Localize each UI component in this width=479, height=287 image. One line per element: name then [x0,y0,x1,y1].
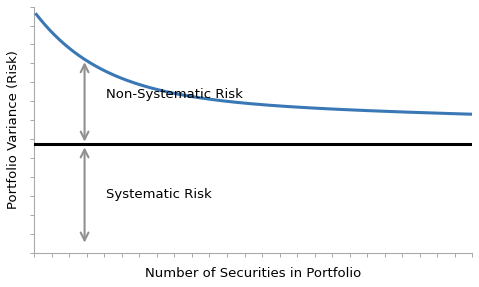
X-axis label: Number of Securities in Portfolio: Number of Securities in Portfolio [145,267,362,280]
Text: Systematic Risk: Systematic Risk [106,189,212,201]
Text: Non-Systematic Risk: Non-Systematic Risk [106,88,243,101]
Y-axis label: Portfolio Variance (Risk): Portfolio Variance (Risk) [7,50,20,209]
